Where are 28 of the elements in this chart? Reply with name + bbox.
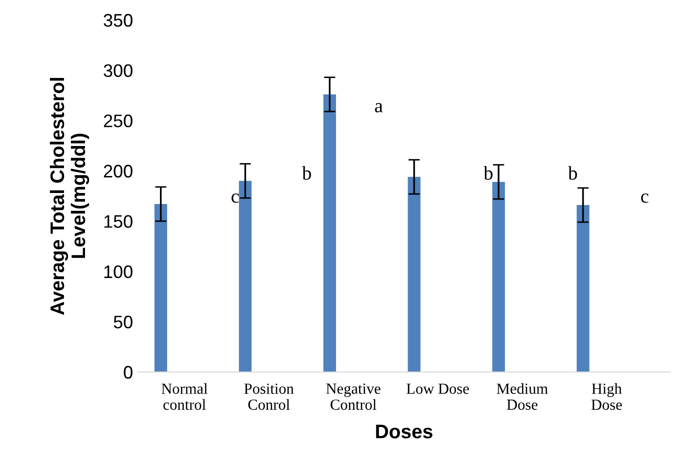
y-tick-label: 200 (104, 164, 132, 178)
y-tick-label: 350 (104, 14, 132, 27)
bar (154, 204, 168, 372)
y-tick-label: 100 (104, 265, 132, 278)
bar (576, 205, 590, 372)
annotation: b (568, 166, 578, 180)
y-tick-label: 250 (104, 114, 132, 128)
bar (323, 94, 336, 372)
x-tick-label: Normal control (162, 383, 208, 410)
y-tick-label: 300 (104, 64, 132, 78)
bar (408, 176, 420, 372)
x-tick-label: Low Dose (406, 384, 469, 394)
y-tick-label: 150 (104, 215, 132, 228)
x-tick-label: Negative Control (326, 384, 380, 410)
bar (238, 180, 252, 372)
annotation: a (375, 103, 383, 112)
x-tick-label: Medium Dose (496, 383, 548, 410)
annotation: b (484, 166, 493, 180)
y-tick-label: 50 (114, 316, 132, 328)
bar (492, 182, 505, 372)
x-tick-label: High Dose (591, 383, 622, 410)
annotation: c (232, 194, 239, 203)
x-tick-label: Position Conrol (244, 384, 294, 410)
annotation: b (302, 166, 312, 180)
annotation: c (641, 194, 648, 203)
y-tick-label: 0 (124, 366, 132, 379)
y-axis-title: Average Total Cholesterol Level(mg/ddl) (50, 78, 90, 315)
x-axis-title: Doses (376, 424, 432, 438)
